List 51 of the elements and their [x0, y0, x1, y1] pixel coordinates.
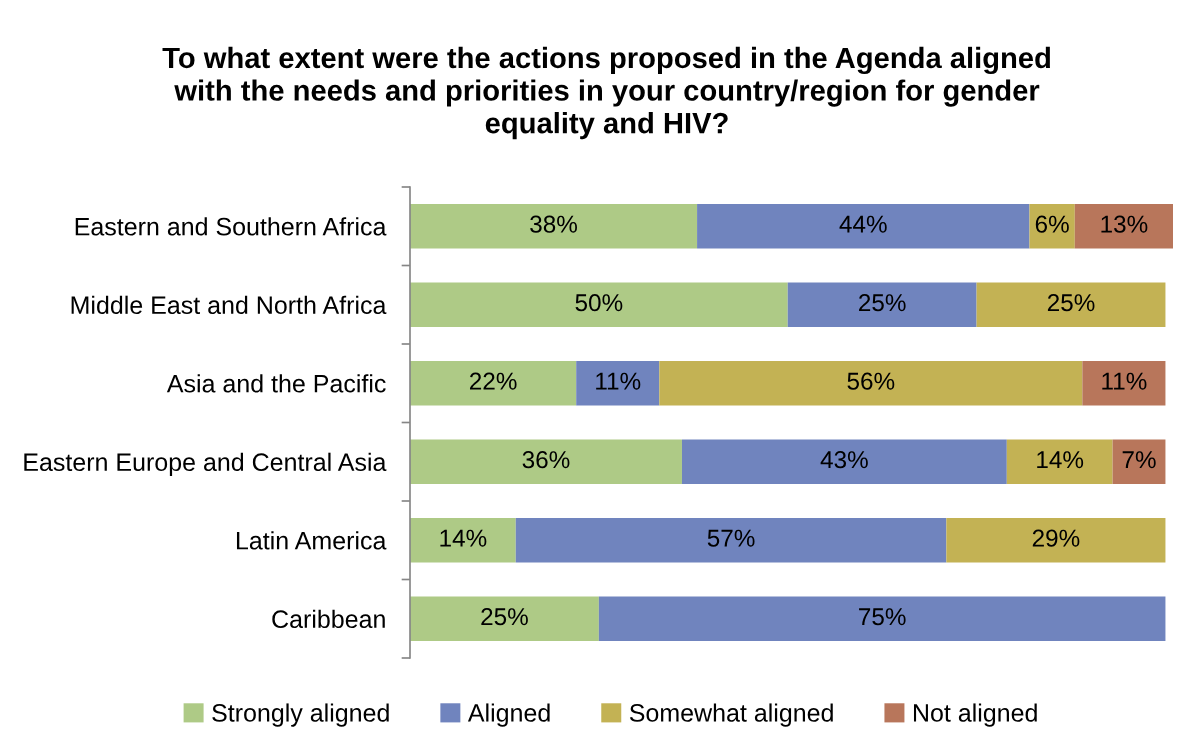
- chart-title: To what extent were the actions proposed in the Agenda aligned with the needs and priorities in your country/region for gender equality and HIV?: [162, 46, 1050, 140]
- data-label: 43%: [820, 451, 868, 469]
- bar: [1074, 203, 1173, 249]
- y-tick-label: Middle East and North Africa: [71, 295, 387, 315]
- bar: [1082, 360, 1166, 406]
- data-label: 75%: [859, 608, 906, 626]
- data-label: 22%: [470, 372, 517, 390]
- bar: [976, 282, 1166, 328]
- y-tick-label: Asia and the Pacific: [166, 374, 386, 393]
- bar: [598, 596, 1166, 642]
- data-label: 25%: [859, 294, 906, 312]
- y-tick-label: Caribbean: [272, 609, 385, 629]
- data-label: 56%: [847, 372, 895, 390]
- bar: [410, 203, 698, 249]
- data-label: 38%: [530, 215, 577, 233]
- data-label: 44%: [839, 215, 887, 233]
- data-label: 7%: [1122, 451, 1156, 469]
- y-tick-label: Eastern and Southern Africa: [75, 217, 387, 236]
- y-tick-label: Eastern Europe and Central Asia: [24, 452, 387, 476]
- data-label: 29%: [1032, 529, 1080, 547]
- data-label: 57%: [707, 529, 755, 547]
- bar: [681, 439, 1007, 485]
- bar: [410, 517, 516, 563]
- y-tick-label: Latin America: [236, 531, 387, 550]
- bar: [515, 517, 947, 563]
- legend-label: Strongly aligned: [212, 703, 389, 727]
- legend-label: Somewhat aligned: [629, 703, 833, 727]
- data-label: 25%: [1047, 294, 1095, 312]
- legend-label: Aligned: [467, 703, 550, 727]
- data-label: 11%: [596, 372, 641, 390]
- bar: [410, 596, 599, 642]
- data-label: 50%: [575, 294, 623, 312]
- bar: [410, 282, 788, 328]
- bar: [697, 203, 1030, 249]
- legend-label: Not aligned: [913, 703, 1037, 727]
- data-label: 36%: [522, 451, 570, 469]
- bar: [576, 360, 660, 406]
- data-label: 6%: [1035, 215, 1069, 233]
- data-label: 11%: [1102, 372, 1147, 390]
- data-label: 14%: [440, 529, 487, 547]
- bar: [410, 439, 682, 485]
- bar: [410, 360, 577, 406]
- bar: [946, 517, 1166, 563]
- data-label: 25%: [481, 608, 528, 626]
- data-label: 14%: [1037, 451, 1084, 469]
- bar: [659, 360, 1083, 406]
- bar: [1006, 439, 1113, 485]
- bar: [787, 282, 977, 328]
- data-label: 13%: [1101, 215, 1148, 233]
- bar: [1029, 203, 1075, 249]
- bar: [1112, 439, 1166, 485]
